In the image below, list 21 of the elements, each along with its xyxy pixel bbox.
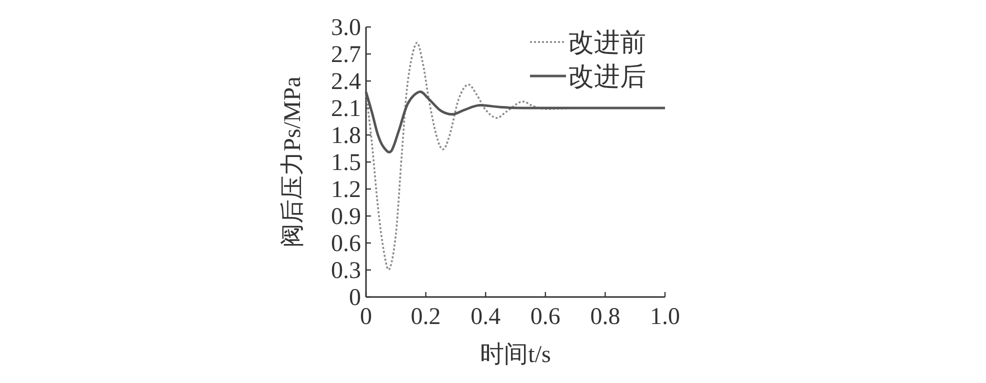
x-tick-label: 0.6 [530,304,560,330]
y-tick-label: 0.6 [331,231,361,257]
y-tick-label: 0.3 [331,258,361,284]
x-axis-title: 时间t/s [480,342,551,368]
x-tick-label: 0.4 [470,304,501,330]
y-tick-label: 1.5 [331,150,361,176]
y-tick-label: 0.9 [331,204,361,230]
x-tick-label: 0.8 [590,304,620,330]
y-tick-label: 2.1 [331,96,361,122]
legend-label: 改进后 [568,62,646,91]
y-tick-label: 1.2 [331,177,361,203]
line-series [364,90,666,154]
y-tick-label: 3.0 [331,15,361,41]
x-tick-label: 0.2 [410,304,441,330]
y-tick-label: 2.4 [331,69,361,95]
x-tick-label: 1.0 [650,304,680,330]
y-tick-label: 1.8 [331,123,361,149]
y-tick-label: 0 [349,285,361,311]
y-axis-title: 阀后压力Ps/MPa [280,76,306,248]
legend-label: 改进前 [568,28,646,57]
y-tick-label: 2.7 [331,42,361,68]
